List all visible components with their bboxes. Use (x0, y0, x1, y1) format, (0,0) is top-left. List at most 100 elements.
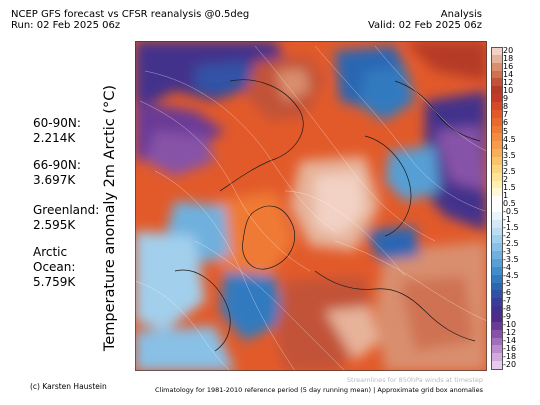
colorbar-segment (491, 353, 502, 362)
stat-arctic-ocean: Arctic Ocean: 5.759K (33, 245, 75, 290)
colorbar-tick-label: 16 (503, 62, 514, 72)
colorbar-segment (491, 235, 502, 244)
stat-value: 2.595K (33, 218, 76, 232)
colorbar-segment (491, 62, 502, 72)
colorbar-segment (491, 290, 502, 299)
colorbar-tick-label: 5 (503, 126, 509, 136)
colorbar-segment (491, 211, 502, 221)
colorbar-tick-label: -20 (503, 359, 517, 369)
colorbar-segment (491, 149, 502, 158)
colorbar-tick-label: -3.5 (503, 255, 519, 265)
climatology-note: Climatology for 1981-2010 reference peri… (155, 386, 483, 394)
colorbar-tick-label: 2 (503, 174, 509, 184)
colorbar-tick-label: 0.5 (503, 198, 516, 208)
stat-value: 5.759K (33, 275, 76, 289)
colorbar-tick-label: -3 (503, 247, 511, 257)
stat-66-90n: 66-90N: 3.697K (33, 158, 81, 188)
stat-value: 2.214K (33, 131, 76, 145)
temperature-anomaly-map (135, 41, 487, 371)
colorbar-segment (491, 94, 502, 103)
colorbar-tick-label: 10 (503, 86, 514, 96)
run-time: Run: 02 Feb 2025 06z (11, 20, 121, 31)
colorbar-tick-label: -4 (503, 263, 511, 273)
colorbar-tick-label: -8 (503, 303, 511, 313)
analysis-label: Analysis (440, 9, 482, 20)
colorbar-segment (491, 266, 502, 276)
colorbar-tick-label: -9 (503, 311, 511, 321)
colorbar-tick-label: 18 (503, 54, 514, 64)
colorbar-tick-label: 3.5 (503, 150, 516, 160)
colorbar-tick-label: 12 (503, 78, 514, 88)
colorbar-segment (491, 101, 502, 111)
colorbar-segment (491, 259, 502, 268)
colorbar-segment (491, 337, 502, 346)
colorbar-tick-label: -10 (503, 319, 517, 329)
colorbar-segment (491, 125, 502, 134)
colorbar-segment (491, 109, 502, 119)
colorbar-segment (491, 180, 502, 189)
colorbar-tick-label: 9 (503, 94, 509, 104)
valid-time: Valid: 02 Feb 2025 06z (367, 20, 482, 31)
colorbar-tick-label: 6 (503, 118, 509, 128)
colorbar-segment (491, 314, 502, 323)
colorbar-segment (491, 345, 502, 354)
colorbar-segment (491, 47, 502, 56)
colorbar-segment (491, 70, 502, 79)
colorbar-segment (491, 361, 502, 370)
colorbar-tick-label: -2 (503, 231, 511, 241)
colorbar-tick-label: 2.5 (503, 166, 516, 176)
y-axis-label: Temperature anomaly 2m Arctic (°C) (102, 84, 118, 352)
anomaly-field (135, 41, 487, 371)
colorbar-segment (491, 298, 502, 307)
colorbar-tick-label: -6 (503, 287, 511, 297)
wind-streamlines (135, 45, 487, 371)
colorbar-segment (491, 204, 502, 213)
colorbar-segment (491, 227, 502, 236)
colorbar-tick-label: 14 (503, 70, 514, 80)
colorbar-tick-label: -5 (503, 279, 511, 289)
stat-region: 60-90N: (33, 116, 81, 130)
colorbar-tick-label: 7 (503, 110, 509, 120)
colorbar-tick-label: 1 (503, 190, 509, 200)
map-title: NCEP GFS forecast vs CFSR reanalysis @0.… (11, 9, 250, 20)
colorbar-tick-label: -2.5 (503, 239, 519, 249)
colorbar-segment (491, 54, 502, 64)
colorbar-frame (491, 47, 503, 370)
colorbar-segment (491, 141, 502, 150)
colorbar-tick-label: 4.5 (503, 134, 516, 144)
colorbar-tick-label: -18 (503, 351, 517, 361)
stat-region: Greenland: (33, 203, 100, 217)
colorbar-tick-label: -12 (503, 327, 517, 337)
colorbar-tick-label: -4.5 (503, 271, 519, 281)
colorbar-segment (491, 188, 502, 197)
colorbar-segment (491, 329, 502, 339)
colorbar-segment (491, 196, 502, 205)
colorbar-tick-label: -0.5 (503, 207, 519, 217)
colorbar-segment (491, 133, 502, 142)
colorbar-tick-label: -1 (503, 215, 511, 225)
stat-region-2: Ocean: (33, 260, 76, 274)
colorbar (491, 47, 503, 370)
credit: (c) Karsten Haustein (30, 382, 107, 391)
stat-greenland: Greenland: 2.595K (33, 203, 99, 233)
colorbar-tick-label: 1.5 (503, 182, 516, 192)
colorbar-tick-label: 20 (503, 46, 514, 56)
colorbar-tick-label: -1.5 (503, 223, 519, 233)
colorbar-tick-label: -7 (503, 295, 511, 305)
colorbar-tick-label: 8 (503, 102, 509, 112)
colorbar-segment (491, 251, 502, 260)
stat-value: 3.697K (33, 173, 76, 187)
stat-region: Arctic (33, 245, 68, 259)
stat-region: 66-90N: (33, 158, 81, 172)
colorbar-tick-label: 3 (503, 158, 509, 168)
colorbar-tick-label: -14 (503, 335, 517, 345)
colorbar-segment (491, 117, 502, 127)
colorbar-segment (491, 282, 502, 291)
stat-60-90n: 60-90N: 2.214K (33, 116, 81, 146)
colorbar-segment (491, 274, 502, 284)
colorbar-tick-label: 4 (503, 142, 509, 152)
colorbar-tick-label: -16 (503, 343, 517, 353)
colorbar-segment (491, 156, 502, 166)
colorbar-segment (491, 164, 502, 174)
streamline-note: Streamlines for 850hPa winds at timestep (346, 376, 483, 384)
